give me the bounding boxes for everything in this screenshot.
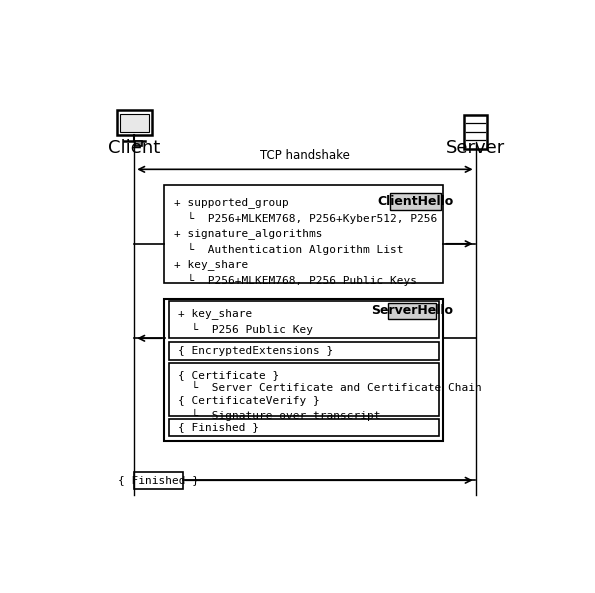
Text: Server: Server [446, 139, 505, 157]
Text: + key_share: + key_share [174, 259, 248, 270]
Text: ServerHello: ServerHello [371, 304, 453, 317]
Text: └  P256+MLKEM768, P256 Public Keys: └ P256+MLKEM768, P256 Public Keys [174, 275, 416, 286]
Text: + key_share: + key_share [178, 308, 252, 319]
Text: { EncryptedExtensions }: { EncryptedExtensions } [178, 346, 333, 356]
Text: { Certificate }: { Certificate } [178, 370, 280, 380]
FancyBboxPatch shape [164, 185, 443, 283]
FancyBboxPatch shape [164, 299, 443, 441]
Text: TCP handshake: TCP handshake [260, 149, 350, 162]
FancyBboxPatch shape [135, 141, 142, 146]
Text: { Finished }: { Finished } [118, 475, 199, 485]
Text: { CertificateVerify }: { CertificateVerify } [178, 396, 320, 406]
FancyBboxPatch shape [169, 301, 439, 338]
FancyBboxPatch shape [169, 419, 439, 435]
Text: Client: Client [108, 139, 161, 157]
Text: { Finished }: { Finished } [178, 422, 259, 432]
FancyBboxPatch shape [390, 193, 441, 211]
FancyBboxPatch shape [388, 302, 436, 318]
Text: + signature_algorithms: + signature_algorithms [174, 228, 322, 239]
Text: + supported_group: + supported_group [174, 197, 288, 208]
FancyBboxPatch shape [169, 364, 439, 416]
Text: └  Signature over transcript: └ Signature over transcript [178, 409, 381, 420]
Text: └  Server Certificate and Certificate Chain: └ Server Certificate and Certificate Cha… [178, 383, 482, 393]
FancyBboxPatch shape [134, 472, 183, 489]
Text: └  Authentication Algorithm List: └ Authentication Algorithm List [174, 243, 403, 256]
Text: └  P256 Public Key: └ P256 Public Key [178, 323, 313, 335]
FancyBboxPatch shape [120, 114, 149, 132]
FancyBboxPatch shape [169, 342, 439, 360]
Text: └  P256+MLKEM768, P256+Kyber512, P256: └ P256+MLKEM768, P256+Kyber512, P256 [174, 212, 437, 224]
Text: ClientHello: ClientHello [377, 195, 454, 208]
FancyBboxPatch shape [464, 114, 487, 149]
FancyBboxPatch shape [117, 110, 152, 135]
